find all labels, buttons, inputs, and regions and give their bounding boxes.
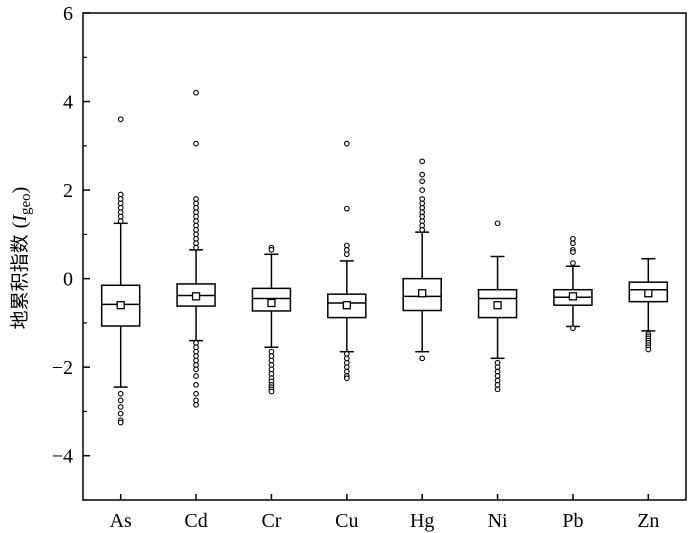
y-tick-label: 0 [63, 269, 73, 291]
outlier-point [268, 388, 275, 395]
outlier-point [193, 140, 199, 147]
outlier-point [193, 89, 199, 96]
box-ni [477, 220, 518, 393]
outlier-point [193, 244, 199, 251]
outlier-point [117, 218, 124, 224]
outlier-point [268, 247, 275, 253]
outlier-point [193, 382, 199, 388]
x-tick-label: Pb [562, 510, 583, 532]
y-axis-label-text: 地累积指数 [9, 234, 31, 329]
outlier-point [419, 158, 426, 165]
x-axis: As Cd Cr Cu Hg Ni Pb Zn [110, 494, 659, 532]
outlier-point [419, 227, 426, 233]
outlier-point [343, 375, 350, 382]
outlier-point [117, 419, 124, 426]
plot-border [82, 12, 687, 501]
outlier-point [494, 220, 501, 227]
outlier-point [570, 325, 576, 332]
outlier-point [117, 116, 124, 123]
y-axis-label: 地累积指数 (Igeo) [9, 187, 34, 330]
mean-marker [267, 298, 276, 308]
outlier-point [193, 373, 199, 379]
outlier-point [343, 205, 350, 212]
x-tick-label: Zn [637, 510, 659, 532]
outlier-point [645, 346, 652, 353]
outlier-point [117, 404, 124, 410]
mean-marker [116, 301, 125, 310]
x-tick-label: Ni [488, 510, 508, 532]
outlier-point [419, 178, 426, 185]
y-axis-label-subscript: geo [18, 193, 34, 215]
mean-marker [342, 301, 351, 310]
box-hg [402, 158, 442, 362]
outlier-point [570, 260, 576, 266]
outlier-point [343, 251, 350, 258]
y-axis: −4 −2 0 2 4 6 [52, 3, 90, 501]
box-as [100, 116, 141, 426]
mean-marker [644, 289, 653, 298]
plot-frame [82, 12, 687, 501]
outlier-point [570, 240, 576, 247]
x-tick-label: Hg [410, 510, 434, 532]
y-tick-label: 4 [63, 92, 73, 114]
outlier-point [117, 397, 124, 404]
outlier-point [117, 410, 124, 417]
x-tick-label: Cu [335, 510, 358, 532]
outlier-point [117, 390, 124, 397]
box-zn [628, 257, 669, 353]
x-tick-label: Cd [184, 510, 207, 532]
outlier-point [343, 140, 350, 147]
y-axis-label-open-paren: ( [9, 221, 31, 228]
y-tick-label: −2 [52, 357, 73, 379]
outlier-point [193, 366, 199, 373]
mean-marker [493, 301, 502, 310]
box-cr [251, 244, 292, 395]
outlier-point [419, 355, 426, 362]
mean-marker [191, 292, 201, 301]
outlier-point [570, 249, 576, 255]
mean-marker [568, 292, 578, 301]
mean-marker [418, 289, 427, 298]
y-tick-label: 2 [63, 180, 73, 202]
outlier-point [419, 171, 426, 178]
outlier-point [193, 390, 199, 397]
y-axis-label-symbol: I [9, 214, 31, 223]
x-tick-label: As [110, 510, 132, 532]
y-tick-label: −4 [52, 446, 73, 468]
x-tick-label: Cr [261, 510, 281, 532]
outlier-point [419, 187, 426, 193]
box-cu [327, 140, 367, 382]
box-cd [176, 89, 216, 408]
outlier-point [494, 386, 501, 393]
y-tick-label: 6 [63, 3, 73, 25]
y-axis-label-close-paren: ) [9, 187, 31, 194]
box-series [100, 89, 669, 426]
box-pb [553, 235, 593, 332]
outlier-point [193, 401, 199, 408]
